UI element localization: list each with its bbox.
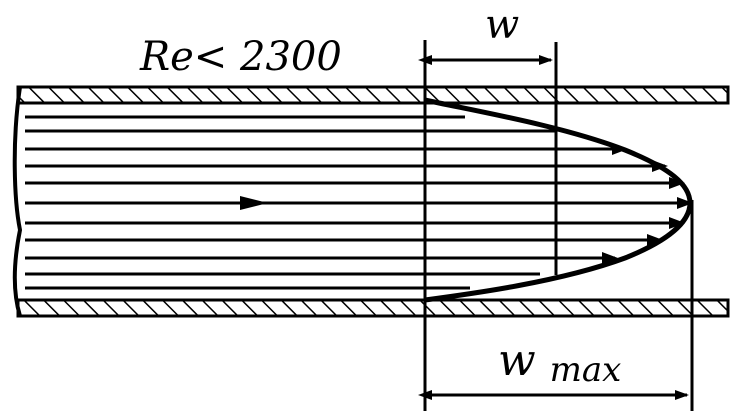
pipe-wall-top — [16, 85, 730, 105]
pipe-wall-bottom — [16, 298, 730, 318]
streamlines — [25, 115, 690, 290]
max-velocity-label-subscript: max — [550, 350, 622, 390]
pipe-left-edge — [12, 86, 23, 317]
profile-arrowheads — [602, 143, 693, 264]
mean-velocity-label: w — [485, 2, 519, 48]
max-velocity-label: w max — [498, 335, 621, 390]
max-velocity-label-base: w — [498, 335, 536, 386]
reynolds-label: Re< 2300 — [139, 34, 342, 80]
flow-direction-arrow — [240, 196, 268, 210]
